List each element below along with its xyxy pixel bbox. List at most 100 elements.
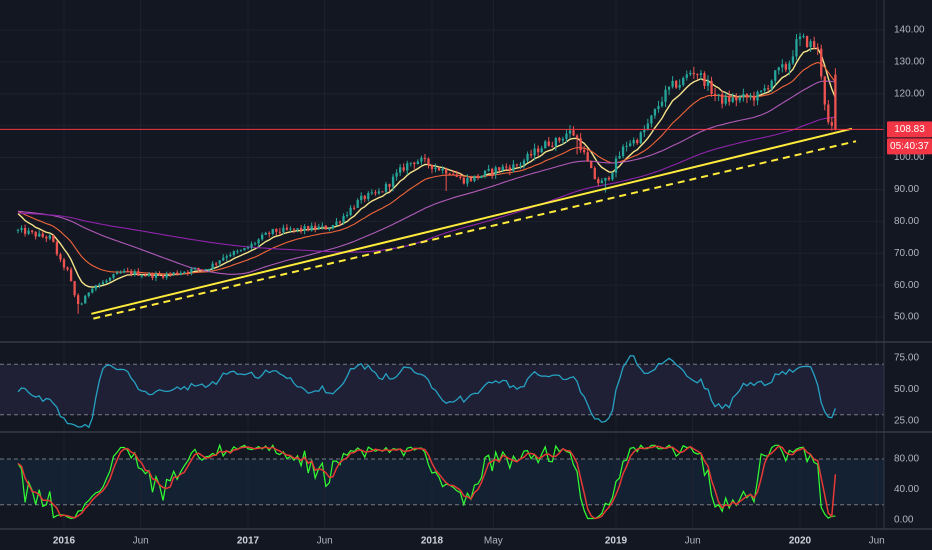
candle	[119, 270, 122, 274]
time-axis-label: 2019	[605, 536, 628, 547]
candle	[384, 181, 388, 194]
candle-body	[229, 254, 232, 257]
candle-body	[614, 158, 618, 173]
candle	[367, 191, 370, 202]
candle-body	[264, 232, 267, 235]
candle-body	[480, 175, 483, 179]
candle	[314, 222, 317, 233]
moving-average-line-1	[17, 47, 837, 288]
candle	[211, 261, 214, 271]
candle	[519, 162, 522, 170]
candle	[767, 84, 770, 92]
candle-body	[353, 207, 356, 209]
candle	[441, 166, 444, 174]
candle	[105, 279, 108, 284]
candle-body	[225, 256, 228, 258]
candle	[144, 272, 147, 277]
candle	[91, 287, 94, 294]
candle-body	[222, 257, 225, 261]
support-trendline[interactable]	[91, 127, 853, 315]
support-trendline-dashed[interactable]	[93, 140, 857, 320]
candle	[239, 249, 243, 252]
candle	[445, 167, 448, 192]
candle	[250, 241, 253, 250]
candle-body	[809, 41, 812, 48]
stoch-k-line	[17, 443, 836, 520]
stochastic-series	[17, 443, 837, 520]
candle	[462, 177, 465, 185]
candle	[575, 134, 579, 155]
candle	[597, 176, 600, 186]
candle-body	[660, 101, 664, 107]
candle	[512, 160, 515, 173]
moving-average-line-3	[17, 80, 836, 275]
candle	[285, 224, 289, 231]
candle	[77, 293, 80, 314]
candle	[781, 59, 784, 73]
candle-body	[427, 158, 430, 165]
candle	[338, 220, 342, 226]
candle-body	[795, 39, 798, 57]
current-price-value: 108.83	[894, 124, 925, 135]
moving-average-line-2	[17, 61, 836, 275]
candle-body	[271, 228, 274, 234]
candle-body	[66, 267, 69, 270]
candle-body	[101, 282, 105, 285]
candle	[423, 153, 427, 163]
candle	[324, 225, 327, 230]
candle	[473, 175, 476, 183]
candle	[345, 211, 349, 218]
candle-body	[568, 130, 572, 134]
candle	[777, 66, 780, 75]
candle	[724, 92, 727, 106]
candle-body	[745, 94, 749, 98]
candle	[154, 271, 158, 282]
candle	[657, 100, 660, 113]
candle	[568, 125, 572, 138]
candle-body	[335, 221, 338, 226]
candle	[310, 222, 313, 232]
candle-body	[349, 207, 352, 215]
candle-body	[80, 303, 83, 305]
candle	[745, 93, 749, 104]
stoch-axis-label: 40.00	[894, 484, 919, 495]
candle	[232, 250, 235, 257]
candle	[52, 234, 55, 243]
candle-body	[483, 170, 487, 176]
candle	[515, 163, 519, 168]
candle	[816, 43, 819, 56]
candle-body	[717, 94, 720, 96]
candlesticks[interactable]	[16, 32, 837, 314]
candle-body	[402, 167, 405, 171]
candle-body	[299, 228, 303, 231]
candle	[689, 70, 692, 77]
candle-body	[455, 175, 458, 177]
candle	[413, 161, 416, 170]
candle-body	[34, 231, 37, 237]
candle	[437, 167, 441, 171]
trendlines[interactable]	[91, 127, 857, 320]
candle	[190, 267, 193, 276]
candle	[430, 164, 434, 174]
candle	[268, 231, 271, 238]
candle	[353, 205, 356, 211]
candle-body	[232, 251, 235, 255]
candle-body	[823, 76, 826, 105]
candle	[526, 151, 529, 163]
candle	[41, 230, 44, 239]
candle-body	[94, 285, 97, 289]
candle-body	[200, 269, 204, 271]
candle-body	[749, 95, 752, 98]
candle	[788, 60, 791, 76]
candle	[225, 254, 228, 262]
candle	[257, 238, 260, 247]
candle-body	[689, 72, 692, 75]
candle-body	[696, 74, 699, 76]
candle-body	[505, 166, 508, 168]
candle-body	[246, 247, 250, 249]
candle	[791, 50, 795, 65]
candle	[561, 136, 565, 145]
countdown-value: 05:40:37	[890, 141, 929, 152]
candle-body	[699, 73, 703, 76]
